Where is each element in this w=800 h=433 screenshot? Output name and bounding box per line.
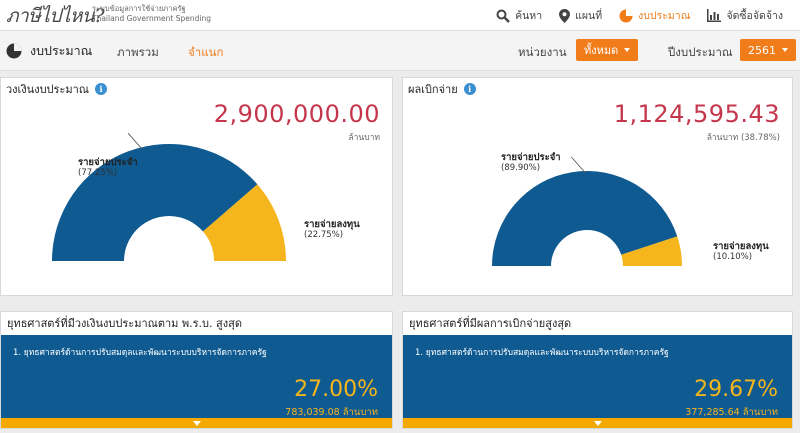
- year-value: 2561: [748, 43, 776, 57]
- budget-recurring-pct: (77.25%): [78, 168, 118, 178]
- strategy-spend-expand-button[interactable]: [403, 418, 792, 428]
- budget-amount: 2,900,000.00: [213, 100, 380, 128]
- label-leader-line: [127, 132, 143, 150]
- strategy-budget-amount: 783,039.08 ล้านบาท: [285, 407, 378, 418]
- year-dropdown[interactable]: 2561: [740, 39, 796, 61]
- budget-donut-chart: [52, 132, 286, 261]
- spend-donut-chart: [492, 156, 682, 266]
- strategy-spend-title: ยุทธศาสตร์ที่มีผลการเบิกจ่ายสูงสุด: [403, 312, 792, 334]
- spend-panel: ผลเบิกจ่าย i 1,124,595.43 ล้านบาท (38.78…: [402, 77, 793, 296]
- caret-down-icon: [782, 48, 788, 52]
- map-pin-icon: [559, 8, 571, 23]
- pie-chart-icon: [6, 43, 22, 59]
- budget-capital-text: รายจ่ายลงทุน: [304, 219, 360, 230]
- spend-capital-pct: (10.10%): [713, 252, 753, 262]
- strategy-budget-percent: 27.00%: [294, 377, 378, 402]
- bar-chart-icon: [707, 9, 722, 22]
- spend-capital-label: รายจ่ายลงทุน (10.10%): [713, 241, 769, 263]
- agency-value: ทั้งหมด: [584, 44, 619, 57]
- tab-breakdown[interactable]: จำแนก: [188, 45, 224, 59]
- strategy-budget-item[interactable]: 1. ยุทธศาสตร์ด้านการปรับสมดุลและพัฒนาระบ…: [13, 348, 267, 358]
- budget-recurring-label: รายจ่ายประจำ (77.25%): [78, 157, 138, 179]
- nav-budget-label: งบประมาณ: [638, 10, 691, 22]
- info-icon[interactable]: i: [463, 83, 476, 95]
- strategy-spend-card: ยุทธศาสตร์ที่มีผลการเบิกจ่ายสูงสุด 1. ยุ…: [402, 311, 793, 429]
- top-header: ภาษีไปไหน? ระบบข้อมูลการใช้จ่ายภาครัฐ Th…: [0, 0, 800, 31]
- chevron-down-icon: [593, 420, 602, 426]
- nav-search[interactable]: ค้นหา: [496, 7, 542, 24]
- tab-overview[interactable]: ภาพรวม: [117, 45, 159, 59]
- spend-amount: 1,124,595.43: [613, 100, 780, 128]
- spend-recurring-label: รายจ่ายประจำ (89.90%): [501, 152, 561, 174]
- nav-procurement[interactable]: จัดซื้อจัดจ้าง: [707, 7, 783, 24]
- donut-slice-capital[interactable]: [621, 236, 682, 266]
- nav-map[interactable]: แผนที่: [559, 7, 602, 24]
- strategy-spend-item[interactable]: 1. ยุทธศาสตร์ด้านการปรับสมดุลและพัฒนาระบ…: [415, 348, 669, 358]
- spend-capital-text: รายจ่ายลงทุน: [713, 241, 769, 252]
- spend-panel-header: ผลเบิกจ่าย i: [403, 78, 792, 100]
- budget-panel-title: วงเงินงบประมาณ: [6, 83, 89, 96]
- donut-slice-recurring[interactable]: [492, 171, 678, 266]
- nav-map-label: แผนที่: [575, 10, 603, 22]
- strategy-budget-expand-button[interactable]: [1, 418, 392, 428]
- label-leader-line: [571, 156, 586, 174]
- agency-label: หน่วยงาน: [518, 45, 567, 59]
- caret-down-icon: [624, 48, 631, 52]
- page-title-text: งบประมาณ: [30, 43, 93, 58]
- app-subtitle: ระบบข้อมูลการใช้จ่ายภาครัฐ Thailand Gove…: [92, 4, 211, 24]
- strategy-budget-body: 1. ยุทธศาสตร์ด้านการปรับสมดุลและพัฒนาระบ…: [1, 335, 392, 418]
- strategy-spend-amount: 377,285.64 ล้านบาท: [685, 407, 778, 418]
- spend-recurring-text: รายจ่ายประจำ: [501, 152, 561, 163]
- page-title: งบประมาณ: [6, 41, 92, 61]
- year-label: ปีงบประมาณ: [668, 45, 733, 59]
- app-logo[interactable]: ภาษีไปไหน?: [6, 5, 105, 27]
- info-icon[interactable]: i: [94, 83, 107, 95]
- strategy-spend-percent: 29.67%: [694, 377, 778, 402]
- spend-recurring-pct: (89.90%): [501, 163, 541, 173]
- donut-slice-capital[interactable]: [202, 184, 286, 261]
- spend-panel-title: ผลเบิกจ่าย: [408, 83, 458, 96]
- spend-unit: ล้านบาท (38.78%): [706, 133, 780, 143]
- subtitle-th: ระบบข้อมูลการใช้จ่ายภาครัฐ: [92, 4, 186, 13]
- nav-budget[interactable]: งบประมาณ: [619, 7, 690, 24]
- budget-capital-pct: (22.75%): [304, 230, 344, 240]
- subtitle-en: Thailand Government Spending: [92, 14, 211, 23]
- budget-panel-header: วงเงินงบประมาณ i: [1, 78, 392, 100]
- strategy-spend-body: 1. ยุทธศาสตร์ด้านการปรับสมดุลและพัฒนาระบ…: [403, 335, 792, 418]
- nav-search-label: ค้นหา: [515, 10, 543, 22]
- pie-chart-icon: [619, 9, 633, 22]
- donut-slice-recurring[interactable]: [52, 143, 258, 261]
- sub-toolbar: งบประมาณ ภาพรวม จำแนก หน่วยงาน ทั้งหมด ป…: [0, 31, 800, 71]
- strategy-budget-title: ยุทธศาสตร์ที่มีวงเงินงบประมาณตาม พ.ร.บ. …: [1, 312, 392, 334]
- search-icon: [496, 9, 510, 23]
- budget-capital-label: รายจ่ายลงทุน (22.75%): [304, 219, 360, 241]
- budget-unit: ล้านบาท: [348, 133, 380, 143]
- agency-dropdown[interactable]: ทั้งหมด: [576, 39, 639, 61]
- budget-recurring-text: รายจ่ายประจำ: [78, 157, 138, 168]
- strategy-budget-card: ยุทธศาสตร์ที่มีวงเงินงบประมาณตาม พ.ร.บ. …: [0, 311, 393, 429]
- main-nav: ค้นหา แผนที่ งบประมาณ จัดซื้อจัดจ้าง: [496, 0, 800, 31]
- nav-procurement-label: จัดซื้อจัดจ้าง: [726, 10, 783, 22]
- budget-panel: วงเงินงบประมาณ i 2,900,000.00 ล้านบาท รา…: [0, 77, 393, 296]
- chevron-down-icon: [192, 420, 201, 426]
